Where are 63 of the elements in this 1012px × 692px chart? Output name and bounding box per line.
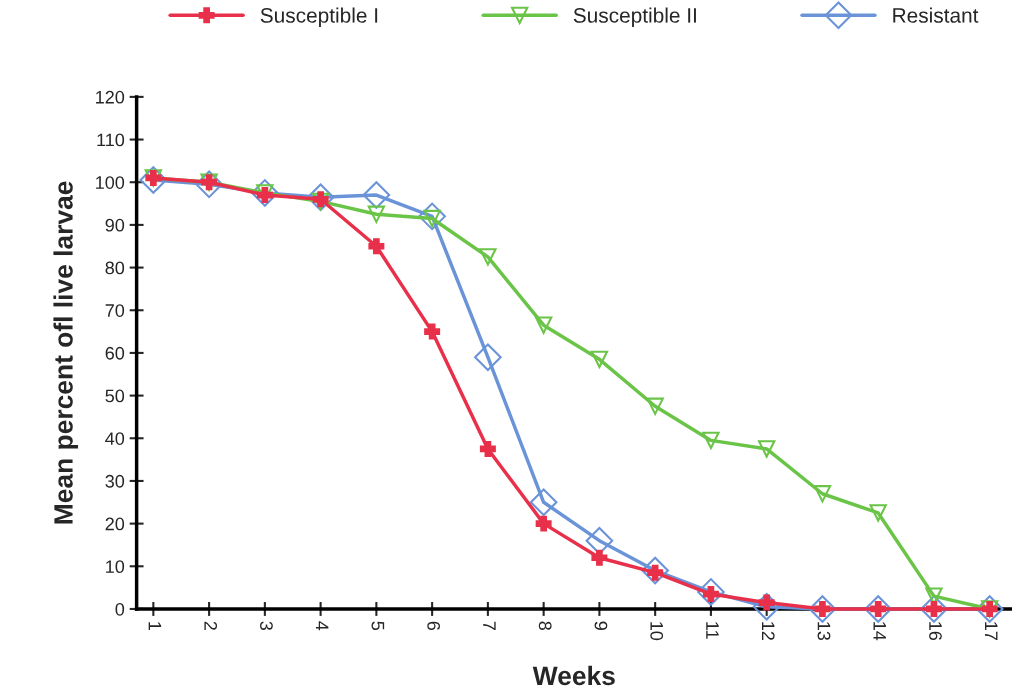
point [251,179,279,207]
y-tick-label: 10 [106,560,125,574]
point [752,593,781,621]
x-tick-label: 11 [706,622,719,639]
point [975,595,1004,623]
y-tick-label: 110 [97,133,125,147]
y-tick-label: 30 [105,474,125,488]
point [529,488,558,517]
point [646,397,664,415]
y-tick-label: 120 [96,90,125,104]
y-tick-label: 60 [105,346,125,360]
point [479,248,497,266]
point [591,549,608,566]
point [368,238,385,255]
point [641,556,669,585]
point [367,205,386,223]
x-tick-label: 13 [817,622,831,641]
point [590,350,609,368]
x-tick-label: 8 [538,621,552,631]
x-tick-label: 16 [929,622,942,641]
legend-label: Resistant [893,7,979,23]
point [535,515,552,532]
point [757,440,776,458]
x-axis-title: Weeks [532,665,615,686]
y-axis-title: Mean percent ofl live larvae [53,181,79,524]
x-tick-label: 4 [315,621,329,631]
point [920,595,948,623]
y-tick-label: 80 [105,261,125,275]
point [813,485,832,503]
legend-label: Susceptible I [260,7,378,27]
point [534,316,553,334]
y-tick-label: 90 [105,218,125,232]
x-tick-label: 1 [148,622,162,630]
point [808,595,837,623]
x-tick-label: 17 [985,622,998,640]
point [479,440,496,457]
point [697,578,725,606]
x-tick-label: 10 [650,622,664,641]
y-tick-label: 70 [105,304,125,317]
x-tick-label: 6 [427,621,441,631]
point [139,166,168,194]
x-tick-label: 7 [483,621,496,630]
x-tick-label: 3 [260,621,273,631]
x-tick-label: 14 [873,622,886,641]
y-tick-label: 50 [105,389,125,403]
x-tick-label: 12 [762,622,775,640]
point [195,170,223,199]
point [306,183,335,211]
point [474,343,502,371]
point [864,595,892,623]
point [362,181,391,209]
point [424,323,441,340]
y-tick-label: 0 [115,602,125,616]
y-tick-label: 20 [105,517,125,531]
point [702,431,720,450]
x-tick-label: 9 [594,621,608,630]
point [869,504,887,522]
x-tick-label: 2 [204,621,218,630]
point [418,202,446,231]
y-tick-label: 100 [96,176,125,189]
x-tick-label: 5 [371,621,385,631]
y-tick-label: 40 [105,432,125,445]
legend-label: Susceptible II [573,7,696,27]
